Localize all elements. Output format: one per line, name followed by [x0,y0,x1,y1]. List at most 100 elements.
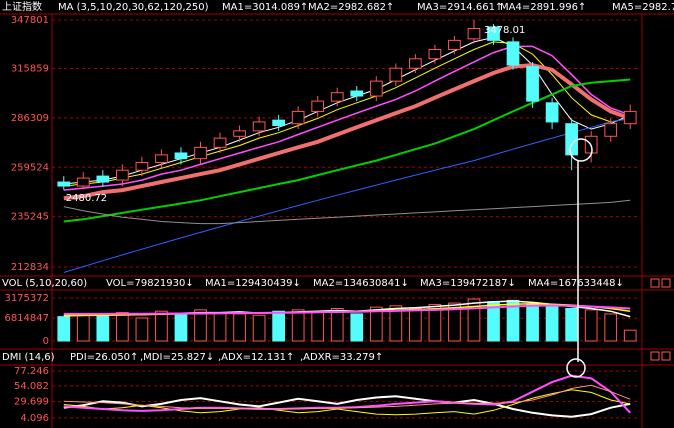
candle-body [369,80,383,97]
volume-bar [369,306,383,342]
header-item: MA (3,5,10,20,30,62,120,250) [58,2,209,13]
y-tick-label: 4.096 [20,413,49,424]
header-item: MA2=134630841↓ [313,278,409,289]
candle-body [389,67,403,82]
ma-line [63,384,631,410]
volume-bar [448,302,461,342]
peak-label: 3478.01 [484,25,525,36]
y-tick-label: 347801 [11,15,49,26]
volume-bar [428,303,442,342]
ma-line [63,374,631,414]
panel-title: DMI (14,6) [2,352,55,363]
volume-bar [565,307,578,342]
volume-bar [96,314,110,342]
header-item: MA3=2914.661↑ [417,2,503,13]
volume-bar [116,312,129,342]
y-tick-label: 3175372 [4,293,49,304]
y-tick-label: 0 [43,336,49,347]
volume-bar [604,313,618,342]
volume-bar [330,307,344,342]
candle-body [487,26,500,41]
y-tick-label: 286309 [11,113,49,124]
candle-body [155,154,168,163]
volume-bar [389,305,403,342]
y-tick-label: 259524 [11,162,49,173]
ma-line [63,117,631,273]
y-tick-label: 235245 [11,212,49,223]
candle-body [311,100,325,112]
volume-bar [174,313,188,342]
volume-bar [467,298,481,342]
candle-body [350,90,364,97]
volume-bar [409,307,422,342]
candle-body [526,66,539,102]
candle-body [174,152,188,160]
header-item: ,ADX=12.131↑ [218,352,294,363]
candle-body [57,181,71,187]
y-tick-label: 315859 [11,63,49,74]
y-tick-label: 6814847 [4,313,49,324]
ma-line [63,199,631,225]
volume-bar [252,314,266,342]
header-item: ,ADXR=33.279↑ [300,352,383,363]
candle-body [116,169,129,181]
volume-bar [311,312,325,342]
header-item: MA4=167633448↓ [528,278,624,289]
ma-line [63,389,631,416]
ma-line [63,78,631,223]
volume-bar [545,305,559,342]
y-tick-label: 212834 [11,262,49,273]
volume-bar [584,309,598,342]
candle-body [506,41,520,66]
candle-body [96,175,110,183]
volume-bar [213,312,227,342]
header-item: MA1=129430439↓ [205,278,301,289]
header-item: ,MDI=25.827↓ [140,352,214,363]
ma-line [63,304,631,315]
candle-body [272,119,285,126]
volume-bar [623,329,637,342]
header-item: MA3=139472187↓ [420,278,516,289]
y-tick-label: 77.246 [14,366,49,377]
volume-bar [526,303,539,342]
candle-body [76,177,90,187]
volume-bar [233,313,246,342]
header-item: MA5=2982.7 [612,2,674,13]
candle-body [233,130,246,137]
panel-title: VOL (5,10,20,60) [2,278,87,289]
candle-body [291,110,305,125]
volume-bar [194,309,207,342]
candle-body [428,48,442,60]
volume-bar [135,317,149,342]
y-tick-label: 54.082 [14,381,49,392]
window-buttons[interactable] [650,278,671,361]
ma-line [63,36,631,185]
header-item: VOL=79821930↓ [106,278,194,289]
ma-line [63,395,631,418]
header-item: MA2=2982.682↑ [308,2,394,13]
candle-body [194,146,207,160]
header-item: MA4=2891.996↑ [500,2,586,13]
volume-bar [155,310,168,342]
candle-body [467,27,481,40]
candle-body [623,110,637,125]
frame [0,13,674,428]
volume-bar [57,316,71,342]
candle-body [330,92,344,102]
volume-bar [291,309,305,342]
candle-body [252,121,266,132]
candle-body [604,123,618,137]
candle-body [565,123,578,156]
header-item: MA1=3014.089↑ [222,2,308,13]
candle-body [448,39,461,50]
ma-line [63,41,631,187]
y-tick-label: 29.699 [14,397,49,408]
ma-line [63,45,631,191]
candle-body [135,161,149,171]
header-item: PDI=26.050↑ [70,352,138,363]
volume-bar [272,310,285,342]
candle-body [545,102,559,123]
panel-title: 上证指数 [2,0,42,13]
